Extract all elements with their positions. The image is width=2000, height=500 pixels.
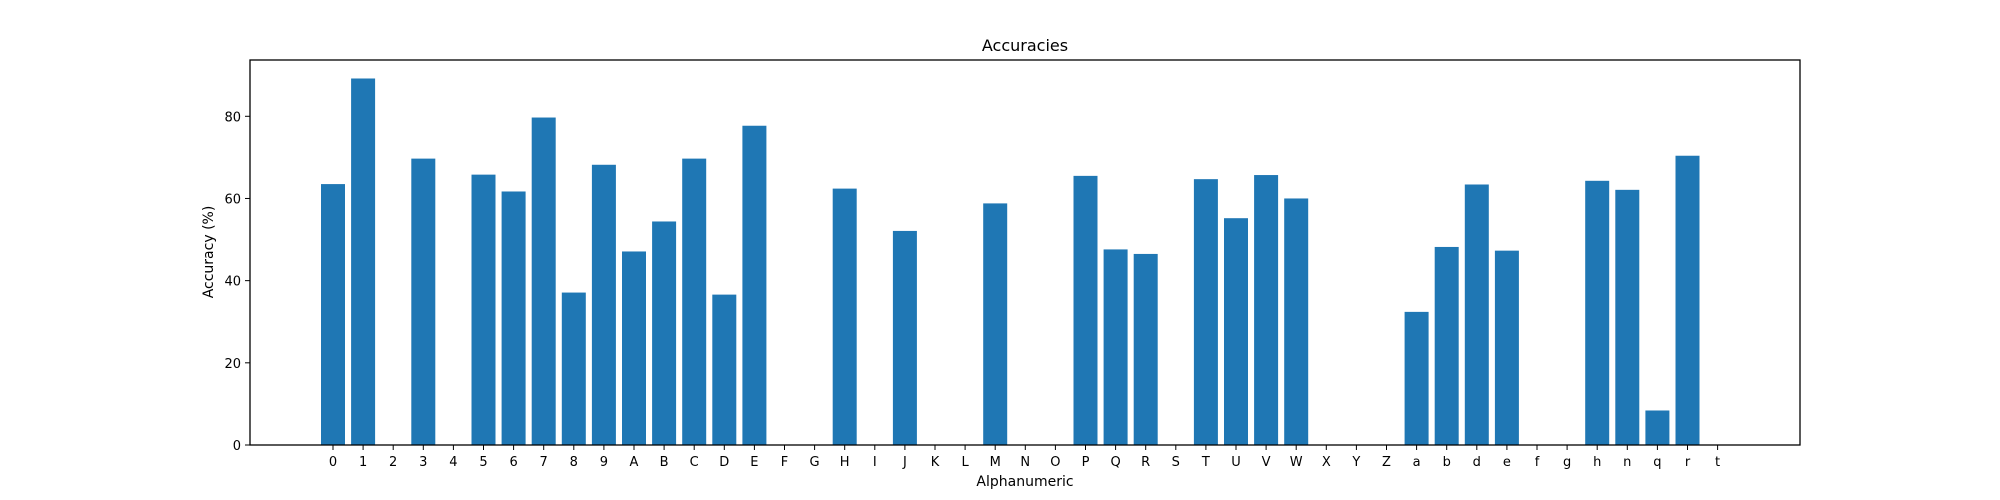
bar-6 (501, 191, 526, 445)
x-tick-label: r (1685, 455, 1691, 470)
x-tick-label: Z (1382, 455, 1391, 470)
x-tick-label: S (1172, 455, 1180, 470)
bar-V (1254, 175, 1279, 445)
x-tick-label: 6 (509, 455, 517, 470)
bar-0 (321, 184, 345, 445)
y-axis-ticks: 0 20 40 60 80 (224, 110, 250, 454)
x-tick-label: d (1473, 455, 1481, 470)
x-tick-label: h (1593, 455, 1601, 470)
bar-h (1585, 180, 1610, 446)
x-tick-label: W (1290, 455, 1303, 470)
x-tick-label: n (1623, 455, 1631, 470)
x-tick-label: a (1413, 455, 1421, 470)
bar-Q (1103, 249, 1128, 445)
x-tick-label: 7 (540, 455, 548, 470)
bar-M (983, 203, 1008, 445)
x-tick-label: A (630, 455, 639, 470)
bar-b (1434, 246, 1459, 445)
x-tick-label: b (1443, 455, 1451, 470)
x-tick-label: H (840, 455, 850, 470)
y-tick-label: 0 (233, 439, 241, 454)
x-tick-label: G (810, 455, 820, 470)
x-tick-label: C (690, 455, 699, 470)
y-tick-label: 20 (224, 357, 241, 372)
x-tick-label: U (1231, 455, 1241, 470)
x-tick-label: I (873, 455, 877, 470)
bar-e (1494, 250, 1519, 445)
x-tick-label: V (1262, 455, 1271, 470)
bar-C (682, 158, 707, 445)
x-tick-label: 4 (449, 455, 457, 470)
x-tick-label: 1 (359, 455, 367, 470)
x-tick-label: t (1715, 455, 1720, 470)
bar-J (892, 230, 917, 445)
bar-H (832, 188, 857, 446)
x-tick-label: 3 (419, 455, 427, 470)
x-tick-label: F (781, 455, 788, 470)
x-tick-label: 2 (389, 455, 397, 470)
x-tick-label: 5 (479, 455, 487, 470)
y-tick-label: 60 (224, 192, 241, 207)
bar-8 (561, 292, 586, 445)
x-tick-label: 9 (600, 455, 608, 470)
bar-9 (591, 164, 616, 445)
x-tick-label: f (1535, 455, 1540, 470)
x-tick-label: J (902, 455, 907, 470)
bar-U (1224, 218, 1248, 445)
x-tick-label: N (1020, 455, 1030, 470)
chart-title: Accuracies (982, 36, 1068, 55)
bar-W (1284, 198, 1309, 445)
bar-7 (531, 117, 556, 445)
x-tick-label: e (1503, 455, 1511, 470)
bar-E (742, 125, 767, 445)
x-tick-label: X (1322, 455, 1331, 470)
bar-B (652, 221, 677, 445)
bar-5 (471, 174, 496, 445)
bar-A (622, 251, 646, 445)
x-tick-label: q (1653, 455, 1661, 470)
x-tick-label: M (990, 455, 1001, 470)
bar-D (712, 294, 737, 445)
x-tick-label: D (719, 455, 729, 470)
x-tick-label: 8 (570, 455, 578, 470)
bar-n (1615, 189, 1640, 445)
y-tick-label: 40 (224, 275, 241, 290)
x-tick-label: L (961, 455, 969, 470)
bar-3 (411, 158, 436, 445)
bar-q (1645, 410, 1670, 445)
bar-d (1464, 184, 1489, 445)
y-tick-label: 80 (224, 110, 241, 125)
x-tick-label: R (1141, 455, 1150, 470)
x-tick-label: O (1050, 455, 1060, 470)
x-tick-label: P (1082, 455, 1090, 470)
x-tick-label: Q (1110, 455, 1120, 470)
x-tick-label: 0 (329, 455, 337, 470)
x-tick-label: T (1201, 455, 1210, 470)
bars-group (321, 78, 1700, 446)
x-axis-label: Alphanumeric (976, 474, 1073, 490)
bar-P (1073, 175, 1098, 445)
x-tick-label: g (1563, 455, 1571, 470)
bar-R (1133, 253, 1158, 445)
bar-1 (351, 78, 376, 445)
y-axis-label: Accuracy (%) (201, 206, 217, 299)
x-tick-label: E (750, 455, 758, 470)
bar-a (1404, 311, 1429, 445)
bar-r (1675, 155, 1700, 445)
bar-T (1193, 179, 1218, 445)
x-tick-label: K (931, 455, 940, 470)
x-tick-label: Y (1351, 455, 1360, 470)
x-tick-label: B (660, 455, 669, 470)
